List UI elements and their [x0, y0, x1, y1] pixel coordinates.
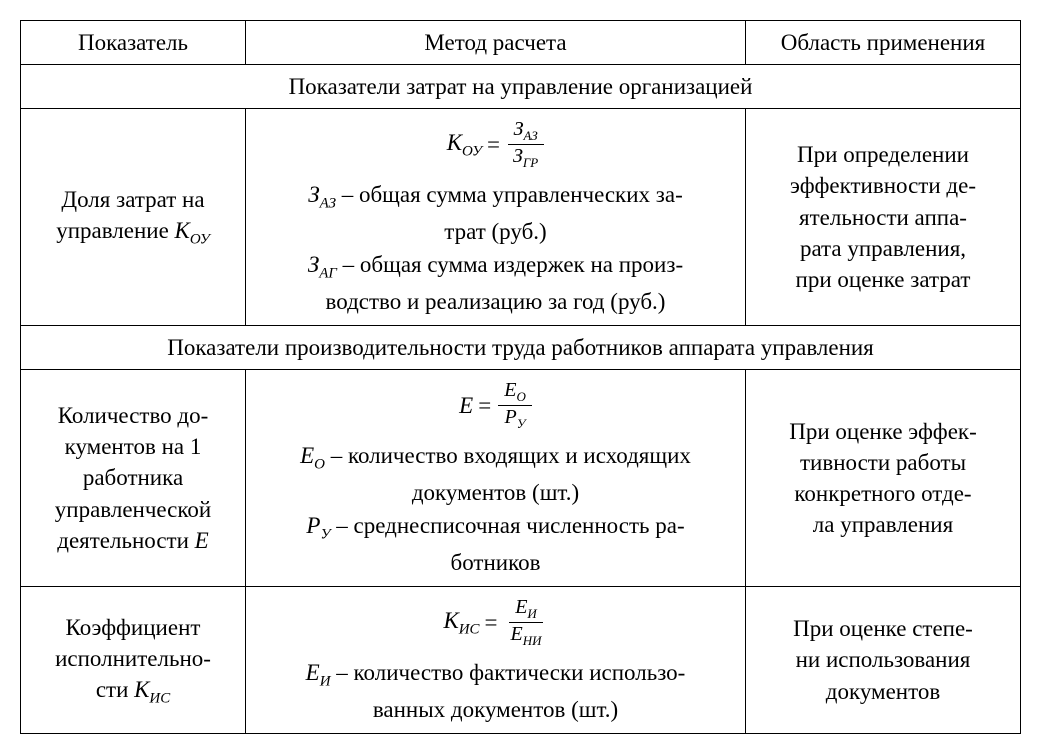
row2-def2-sub: У [320, 527, 330, 543]
row3-scope-l1: При оценке степе- [793, 616, 973, 641]
row1-scope-l2: эффективности де- [790, 173, 976, 198]
row1-def1-text: – общая сумма управленческих за- [336, 182, 683, 207]
row1-method: КОУ= ЗАЗ ЗГР ЗАЗ – общая сумма управленч… [246, 109, 746, 326]
row1-def2-text: – общая сумма издержек на произ- [337, 252, 683, 277]
row3-indicator-sym: К [134, 677, 149, 702]
row1-scope-l3: ятельности аппа- [799, 205, 967, 230]
row1-formula: КОУ= ЗАЗ ЗГР [447, 119, 545, 169]
row3-method: КИС = ЕИ ЕНИ ЕИ – количество фактически … [246, 586, 746, 733]
row2-num-sym: Е [504, 379, 516, 401]
row2-num-sub: О [516, 389, 525, 404]
row1-def1-sym: З [308, 182, 319, 207]
row3-scope-l2: ни использования [796, 647, 971, 672]
row2-def2-sym: Р [306, 513, 320, 538]
row3-den-sub: НИ [523, 633, 542, 648]
row2-scope-l3: конкретного отде- [794, 481, 971, 506]
row1-def2-sub: АГ [319, 266, 337, 282]
row2-def2-text: – среднесписочная численность ра- [331, 513, 685, 538]
row3-scope: При оценке степе- ни использования докум… [746, 586, 1021, 733]
row2-eq: = [478, 390, 491, 421]
row1-def2-text2: водство и реализацию за год (руб.) [256, 286, 735, 317]
row2-def1-sub: О [314, 457, 325, 473]
row2-indicator-sym: Е [195, 528, 209, 553]
row3-def1-sym: Е [306, 660, 320, 685]
section2-title: Показатели производительности труда рабо… [21, 326, 1021, 370]
row1-lhs-sym: К [447, 130, 462, 155]
header-indicator: Показатель [21, 21, 246, 65]
row2-den-sub: У [517, 416, 526, 431]
row3-indicator-l3-prefix: сти [96, 677, 134, 702]
header-method: Метод расчета [246, 21, 746, 65]
row3-indicator: Коэффициент исполнительно- сти КИС [21, 586, 246, 733]
row1-def2-sym: З [308, 252, 319, 277]
row2-method: Е = ЕО РУ ЕО – количество входящих и исх… [246, 370, 746, 587]
row3: Коэффициент исполнительно- сти КИС КИС =… [21, 586, 1021, 733]
row1-indicator-l2-prefix: управление [56, 218, 174, 243]
row3-lhs-sub: ИС [459, 621, 480, 637]
indicators-table: Показатель Метод расчета Область примене… [20, 20, 1021, 734]
row1-num-sub: АЗ [523, 128, 537, 143]
row1-num-sym: З [514, 118, 524, 140]
row1-scope-l5: при оценке затрат [796, 267, 971, 292]
row2-indicator: Количество до- кументов на 1 работника у… [21, 370, 246, 587]
row1-indicator-l1: Доля затрат на [61, 187, 204, 212]
row3-eq: = [485, 607, 498, 638]
row2: Количество до- кументов на 1 работника у… [21, 370, 1021, 587]
row2-lhs-sym: Е [459, 390, 473, 421]
row1-den-sym: З [513, 145, 523, 167]
row3-scope-l3: документов [826, 679, 940, 704]
row3-num-sub: И [527, 606, 536, 621]
row1-eq: = [487, 129, 500, 160]
row1: Доля затрат на управление КОУ КОУ= ЗАЗ З… [21, 109, 1021, 326]
row2-formula: Е = ЕО РУ [459, 380, 532, 430]
row2-indicator-l1: Количество до- [58, 403, 209, 428]
row1-indicator-sub: ОУ [190, 232, 210, 248]
row3-formula: КИС = ЕИ ЕНИ [443, 597, 547, 647]
row3-num-sym: Е [515, 596, 527, 618]
row2-scope: При оценке эффек- тивности работы конкре… [746, 370, 1021, 587]
row1-indicator: Доля затрат на управление КОУ [21, 109, 246, 326]
row2-indicator-l2: кументов на 1 [65, 434, 202, 459]
row3-def1-text2: ванных документов (шт.) [256, 694, 735, 725]
row3-indicator-l1: Коэффициент [66, 615, 201, 640]
row2-def1-text2: документов (шт.) [256, 477, 735, 508]
row1-scope: При определении эффективности де- ятельн… [746, 109, 1021, 326]
row2-indicator-l3: работника [83, 465, 183, 490]
row3-def1-text: – количество фактически использо- [331, 660, 686, 685]
section1-row: Показатели затрат на управление организа… [21, 65, 1021, 109]
row1-scope-l4: рата управления, [800, 236, 966, 261]
row1-def1-sub: АЗ [320, 196, 336, 212]
row2-indicator-l4: управленческой [55, 497, 211, 522]
row2-den-sym: Р [505, 406, 517, 428]
row2-def2-text2: ботников [256, 547, 735, 578]
row2-indicator-l5-prefix: деятельности [57, 528, 194, 553]
row3-lhs-sym: К [443, 608, 458, 633]
row3-den-sym: Е [511, 623, 523, 645]
row3-def1-sub: И [320, 674, 331, 690]
row2-def1-sym: Е [300, 443, 314, 468]
row2-def1-text: – количество входящих и исходящих [325, 443, 691, 468]
row2-scope-l2: тивности работы [800, 450, 966, 475]
row1-scope-l1: При определении [797, 142, 969, 167]
row1-def1-text2: трат (руб.) [256, 216, 735, 247]
row1-lhs-sub: ОУ [462, 143, 482, 159]
row3-indicator-l2: исполнительно- [55, 646, 211, 671]
row1-den-sub: ГР [523, 155, 538, 170]
row2-scope-l1: При оценке эффек- [789, 419, 977, 444]
row2-scope-l4: ла управления [813, 512, 953, 537]
row1-indicator-sym: К [175, 218, 190, 243]
section1-title: Показатели затрат на управление организа… [21, 65, 1021, 109]
header-scope: Область применения [746, 21, 1021, 65]
header-row: Показатель Метод расчета Область примене… [21, 21, 1021, 65]
section2-row: Показатели производительности труда рабо… [21, 326, 1021, 370]
row3-indicator-sub: ИС [149, 690, 170, 706]
